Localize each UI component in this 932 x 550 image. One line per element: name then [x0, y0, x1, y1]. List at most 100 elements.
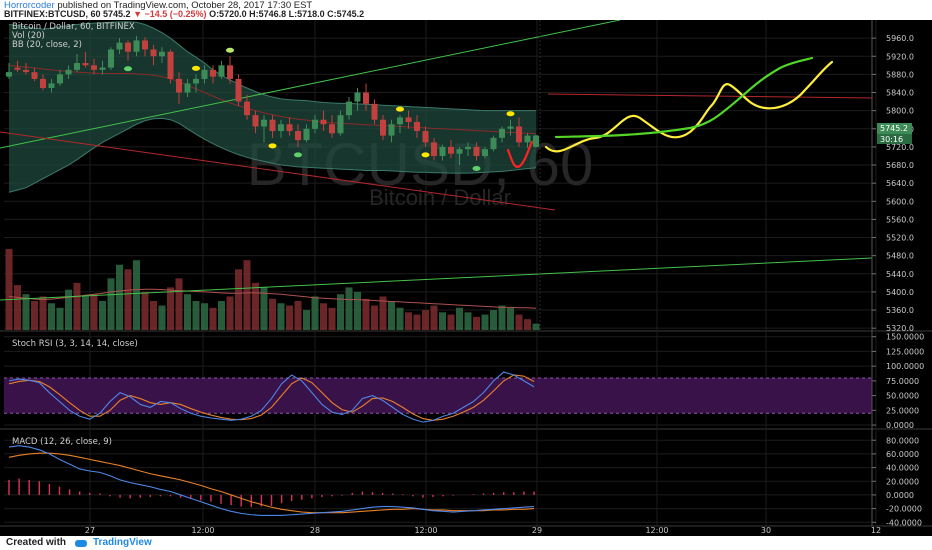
candle-body: [31, 72, 38, 79]
volume-bar: [158, 305, 166, 330]
candle-body: [533, 135, 539, 147]
trend-line-lower: [0, 131, 556, 211]
volume-bar: [362, 298, 370, 330]
symbol-label: BITFINEX:BTCUSD, 60: [4, 9, 101, 19]
drawn-red-path: [506, 140, 534, 168]
tradingview-link[interactable]: TradingView: [93, 537, 152, 548]
stoch-tick-label: 25.0000: [886, 406, 919, 415]
time-tick-label: 12:00: [191, 526, 214, 535]
legend-bb: BB (20, close, 2): [12, 40, 82, 50]
countdown-tag-text: 30:16: [880, 135, 903, 144]
chart-canvas[interactable]: BTCUSD, 60 Bitcoin / Dollar Stoch RSI (3…: [0, 20, 932, 536]
time-tick-label: 27: [85, 526, 95, 535]
candle-body: [456, 149, 463, 154]
publish-text: published on TradingView.com, October 28…: [57, 0, 313, 11]
change-text: ▼ −14.5 (−0.25%): [133, 9, 207, 19]
stoch-tick-label: 75.0000: [886, 377, 919, 386]
volume-bar: [413, 314, 421, 330]
stoch-k-line: [8, 371, 535, 423]
volume-bar: [473, 316, 480, 330]
price-tick-label: 5320.0: [886, 324, 914, 333]
last-price-tag: 5745.2 30:16: [877, 123, 912, 144]
volume-bar: [31, 300, 38, 330]
volume-bar: [218, 300, 225, 330]
candle-body: [99, 67, 106, 70]
candle-body: [490, 137, 497, 150]
volume-bar: [532, 323, 540, 330]
volume-bar: [311, 296, 319, 330]
stoch-rsi-pane: Stoch RSI (3, 3, 14, 14, close): [4, 339, 872, 423]
created-with: Created with: [6, 537, 67, 548]
time-axis[interactable]: 27 12:00 28 12:00 29 12:00 30 12: [85, 526, 881, 535]
price-tick-label: 5600.0: [886, 197, 914, 206]
volume-bar: [56, 307, 64, 330]
candle-body: [227, 65, 233, 79]
last-price-box: [877, 123, 912, 134]
volume-bar: [184, 294, 191, 330]
header-bar: Horrorcoder published on TradingView.com…: [0, 0, 932, 20]
candle-body: [312, 119, 318, 129]
candle-body: [14, 67, 21, 70]
price-tick-label: 5920.0: [886, 52, 914, 61]
volume-bar: [235, 269, 242, 330]
candle-body: [269, 119, 276, 132]
ohlc-text: O:5720.0 H:5746.8 L:5718.0 C:5745.2: [209, 9, 365, 19]
candle-body: [261, 119, 267, 127]
volume-bar: [337, 294, 344, 330]
fractal-marker: [421, 152, 430, 158]
price-tick-label: 5720.0: [886, 143, 914, 152]
price-tick-label: 5840.0: [886, 89, 914, 98]
bb-basis-line: [8, 64, 537, 135]
symbol-line: BITFINEX:BTCUSD, 60 5745.2 ▼ −14.5 (−0.2…: [4, 9, 364, 19]
candle-body: [82, 63, 89, 66]
bollinger-band-fill: [9, 21, 536, 193]
candle-body: [201, 69, 208, 79]
price-axis[interactable]: 5320.0 5360.0 5400.0 5440.0 5480.0 5520.0 5560…: [871, 20, 924, 527]
time-tick-label: 12: [871, 526, 881, 535]
stoch-tick-label: 0.0000: [886, 421, 914, 430]
price-tick-label: 5800.0: [886, 107, 914, 116]
legend-symbol: Bitcoin / Dollar, 60, BITFINEX: [12, 22, 135, 32]
macd-pane: MACD (12, 26, close, 9): [8, 437, 535, 516]
price-tick-label: 5360.0: [886, 306, 914, 315]
volume-bar: [99, 300, 106, 330]
time-tick-label: 12:00: [645, 526, 668, 535]
candle-body: [218, 65, 225, 77]
candle-body: [235, 78, 242, 102]
fractal-marker: [294, 152, 302, 158]
macd-line: [8, 445, 535, 516]
macd-tick-label: 60.0000: [886, 450, 919, 459]
candle-body: [439, 146, 446, 156]
candle-body: [210, 69, 216, 77]
legend-volume: Vol (20): [12, 31, 45, 41]
volume-bar: [507, 307, 514, 330]
volume-bar: [82, 296, 89, 330]
candle-body: [516, 126, 522, 143]
stoch-band: [4, 377, 872, 414]
candle-body: [278, 124, 284, 132]
trend-line-volume: [0, 257, 873, 301]
candle-body: [176, 78, 182, 93]
author-link[interactable]: Horrorcoder: [4, 0, 55, 11]
stoch-tick-label: 100.0000: [886, 362, 924, 371]
volume-bar: [447, 314, 455, 330]
volume-bar: [396, 307, 404, 330]
volume-bar: [303, 310, 310, 330]
volume-bar: [65, 289, 72, 330]
user-drawings: [506, 56, 834, 168]
volume-bar: [328, 307, 336, 330]
candle-body: [499, 128, 505, 138]
candle-body: [507, 126, 514, 129]
last-price: 5745.2: [103, 9, 131, 19]
stoch-tick-label: 50.0000: [886, 392, 919, 401]
stoch-d-line: [8, 374, 535, 421]
price-tick-label: 5560.0: [886, 215, 914, 224]
stoch-tick-label: 150.0000: [886, 333, 924, 342]
bb-upper-line: [8, 21, 536, 112]
main-legend: Bitcoin / Dollar, 60, BITFINEX Vol (20) …: [12, 22, 135, 50]
candle-body: [405, 117, 412, 122]
fractal-marker: [268, 143, 277, 149]
candle-body: [244, 101, 250, 116]
volume-bar: [354, 291, 361, 330]
volume-bar: [481, 314, 489, 330]
